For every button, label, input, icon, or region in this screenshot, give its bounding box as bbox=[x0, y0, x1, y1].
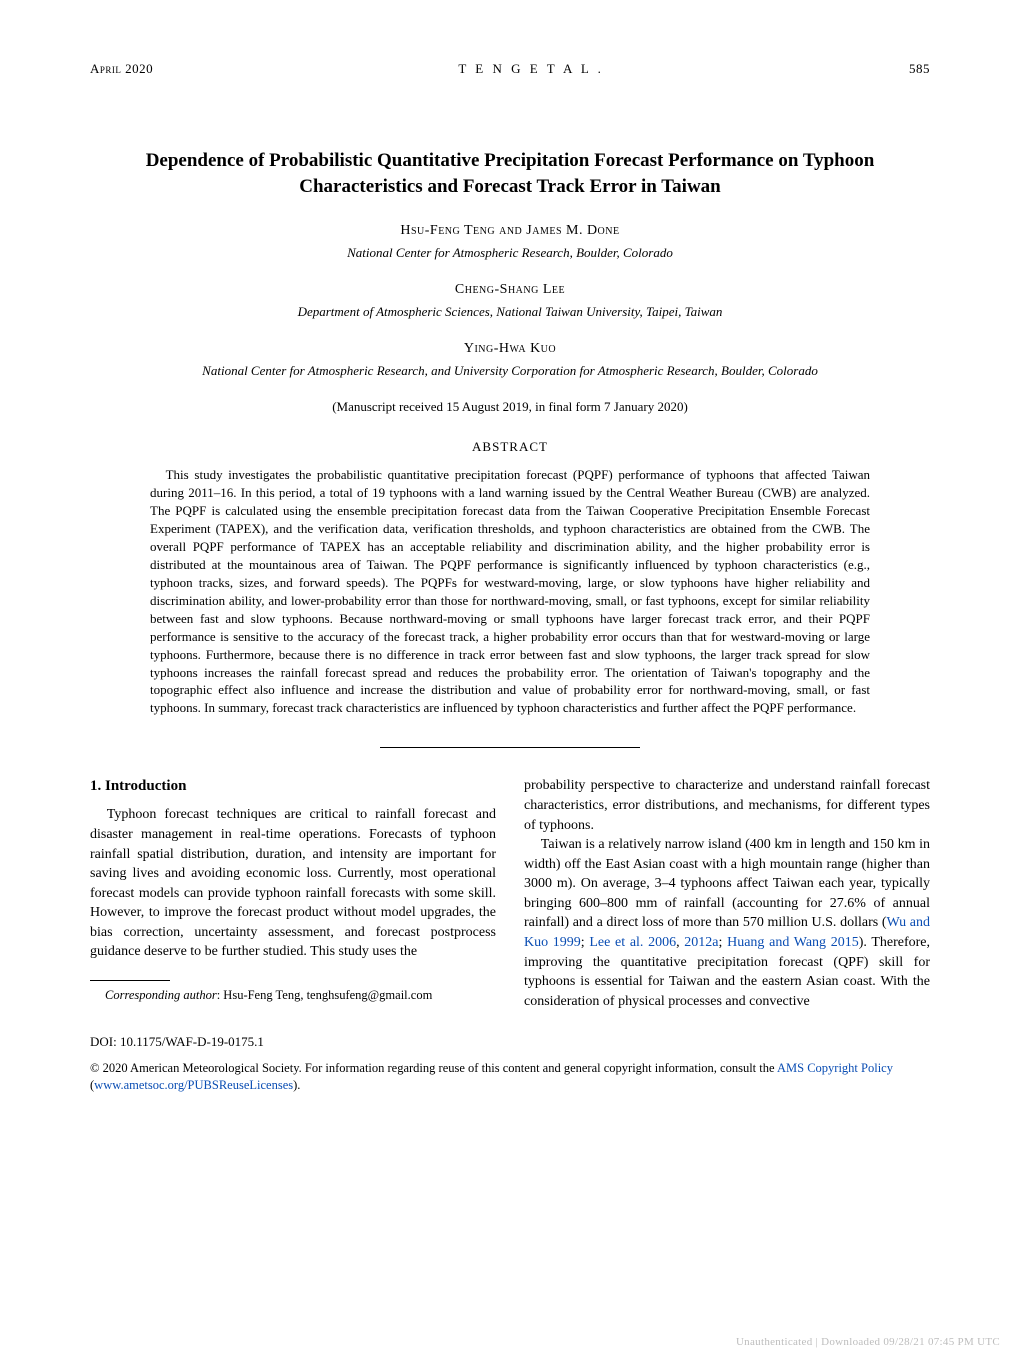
section-heading: 1. Introduction bbox=[90, 776, 496, 797]
author-names: Cheng-Shang Lee bbox=[90, 280, 930, 300]
footnote-text: : Hsu-Feng Teng, tenghsufeng@gmail.com bbox=[217, 988, 433, 1002]
download-watermark: Unauthenticated | Downloaded 09/28/21 07… bbox=[736, 1335, 1000, 1350]
author-block-3: Ying-Hwa Kuo National Center for Atmosph… bbox=[90, 339, 930, 380]
author-affiliation: National Center for Atmospheric Research… bbox=[90, 362, 930, 380]
reuse-licenses-link[interactable]: www.ametsoc.org/PUBSReuseLicenses bbox=[94, 1078, 293, 1092]
copyright-suffix: ). bbox=[293, 1078, 300, 1092]
author-affiliation: Department of Atmospheric Sciences, Nati… bbox=[90, 303, 930, 321]
copyright-policy-link[interactable]: AMS Copyright Policy bbox=[777, 1061, 893, 1075]
article-title: Dependence of Probabilistic Quantitative… bbox=[120, 148, 900, 199]
paragraph: Typhoon forecast techniques are critical… bbox=[90, 805, 496, 962]
author-names: Hsu-Feng Teng and James M. Done bbox=[90, 221, 930, 241]
corresponding-author-footnote: Corresponding author: Hsu-Feng Teng, ten… bbox=[90, 987, 496, 1005]
footnote-rule bbox=[90, 980, 170, 981]
copyright-prefix: © 2020 American Meteorological Society. … bbox=[90, 1061, 777, 1075]
right-column: probability perspective to characterize … bbox=[524, 776, 930, 1011]
citation-link[interactable]: Huang and Wang 2015 bbox=[727, 935, 859, 950]
author-block-1: Hsu-Feng Teng and James M. Done National… bbox=[90, 221, 930, 262]
footnote-label: Corresponding author bbox=[105, 988, 217, 1002]
doi: DOI: 10.1175/WAF-D-19-0175.1 bbox=[90, 1033, 930, 1051]
paragraph: probability perspective to characterize … bbox=[524, 776, 930, 835]
author-names: Ying-Hwa Kuo bbox=[90, 339, 930, 359]
section-divider bbox=[380, 747, 640, 748]
manuscript-dates: (Manuscript received 15 August 2019, in … bbox=[90, 398, 930, 416]
left-column: 1. Introduction Typhoon forecast techniq… bbox=[90, 776, 496, 1011]
running-header: April 2020 T E N G E T A L . 585 bbox=[90, 60, 930, 78]
author-affiliation: National Center for Atmospheric Research… bbox=[90, 244, 930, 262]
two-column-body: 1. Introduction Typhoon forecast techniq… bbox=[90, 776, 930, 1011]
abstract-heading: ABSTRACT bbox=[90, 438, 930, 456]
paragraph: Taiwan is a relatively narrow island (40… bbox=[524, 835, 930, 1011]
header-authors: T E N G E T A L . bbox=[458, 60, 604, 78]
copyright-notice: © 2020 American Meteorological Society. … bbox=[90, 1060, 930, 1094]
header-month: April 2020 bbox=[90, 60, 153, 78]
abstract-text: This study investigates the probabilisti… bbox=[150, 466, 870, 717]
author-block-2: Cheng-Shang Lee Department of Atmospheri… bbox=[90, 280, 930, 321]
citation-link[interactable]: 2012a bbox=[684, 935, 718, 950]
header-page-number: 585 bbox=[909, 60, 930, 78]
citation-link[interactable]: Lee et al. 2006 bbox=[589, 935, 676, 950]
text-run: Taiwan is a relatively narrow island (40… bbox=[524, 837, 930, 930]
